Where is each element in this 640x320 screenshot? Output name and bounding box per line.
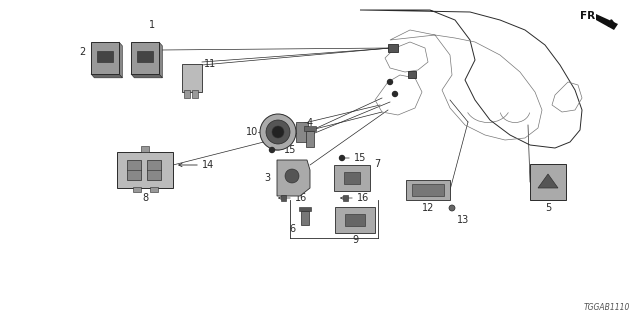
Bar — [192, 90, 198, 98]
Polygon shape — [131, 74, 163, 78]
Text: 15: 15 — [354, 153, 366, 163]
Circle shape — [266, 120, 290, 144]
Bar — [304, 126, 316, 131]
Bar — [342, 195, 348, 201]
Circle shape — [269, 148, 275, 153]
Polygon shape — [277, 160, 310, 196]
Text: 15: 15 — [284, 145, 296, 155]
Text: 16: 16 — [295, 193, 307, 203]
Bar — [412, 184, 444, 196]
Bar — [335, 207, 375, 233]
Text: TGGAB1110: TGGAB1110 — [584, 303, 630, 312]
Circle shape — [392, 92, 397, 97]
Text: 1: 1 — [149, 20, 155, 30]
Circle shape — [285, 169, 299, 183]
Bar — [133, 187, 141, 192]
Polygon shape — [91, 74, 122, 78]
Text: 13: 13 — [457, 215, 469, 225]
Bar — [127, 160, 141, 180]
Polygon shape — [538, 174, 558, 188]
Bar — [138, 51, 153, 62]
Bar — [97, 51, 113, 62]
Circle shape — [272, 126, 284, 138]
Text: 6: 6 — [289, 224, 295, 234]
Polygon shape — [119, 42, 122, 78]
Bar — [334, 165, 370, 191]
Bar — [117, 152, 173, 188]
Text: 12: 12 — [422, 203, 434, 213]
Bar — [301, 211, 309, 225]
Bar — [388, 44, 398, 52]
Bar — [406, 180, 450, 200]
Bar — [408, 71, 416, 78]
Bar — [296, 122, 308, 142]
Circle shape — [339, 156, 344, 161]
Bar — [141, 146, 149, 152]
Polygon shape — [596, 14, 618, 30]
Bar — [345, 214, 365, 226]
Text: 11: 11 — [204, 59, 216, 69]
Bar — [306, 131, 314, 147]
Bar — [530, 164, 566, 200]
Text: 16: 16 — [357, 193, 369, 203]
Text: 14: 14 — [202, 160, 214, 170]
Text: 2: 2 — [79, 47, 85, 57]
Bar — [182, 64, 202, 92]
Bar — [344, 172, 360, 184]
Bar — [91, 42, 119, 74]
Bar — [150, 187, 158, 192]
Text: 3: 3 — [264, 173, 270, 183]
Bar — [299, 207, 311, 211]
Circle shape — [387, 79, 392, 84]
Circle shape — [260, 114, 296, 150]
Bar — [280, 195, 285, 201]
Bar — [131, 42, 159, 74]
Text: 5: 5 — [545, 203, 551, 213]
Bar — [184, 90, 190, 98]
Bar — [147, 160, 161, 180]
Circle shape — [449, 205, 455, 211]
Text: 9: 9 — [352, 235, 358, 245]
Text: FR.: FR. — [580, 11, 600, 21]
Polygon shape — [159, 42, 163, 78]
Text: 7: 7 — [374, 159, 380, 169]
Text: 8: 8 — [142, 193, 148, 203]
Text: 10: 10 — [246, 127, 258, 137]
Text: 4: 4 — [307, 118, 313, 128]
